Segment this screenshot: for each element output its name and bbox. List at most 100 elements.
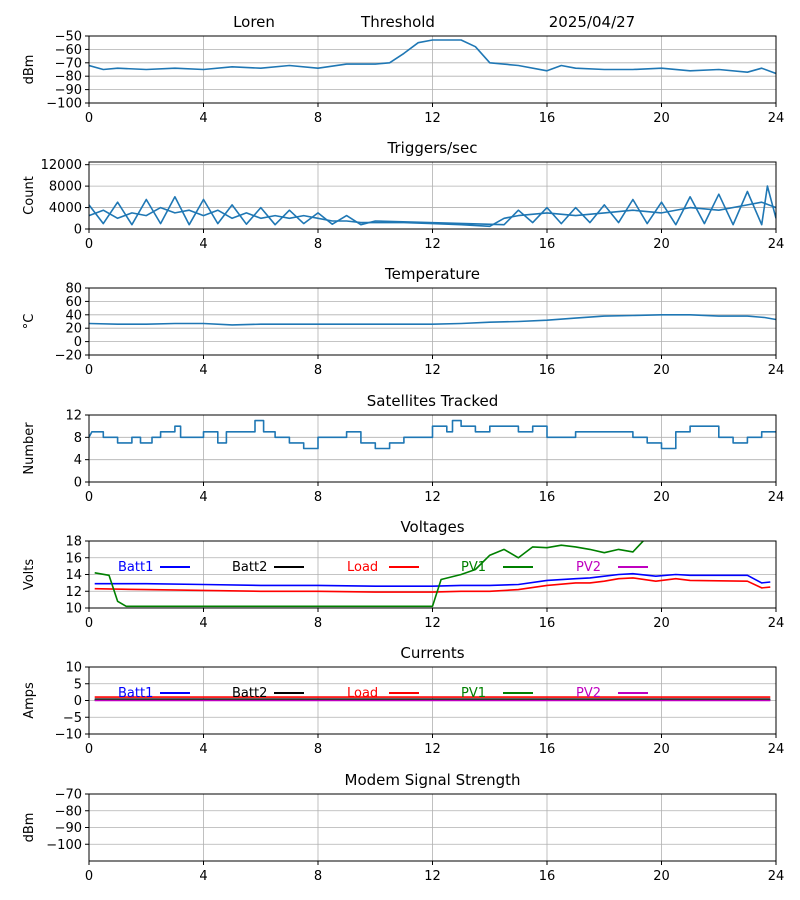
y-tick-label: −60 (55, 43, 82, 58)
y-tick-label: −50 (55, 30, 82, 45)
x-tick-label: 24 (768, 111, 785, 126)
series-line-0 (89, 201, 776, 228)
x-tick-label: 12 (424, 869, 441, 884)
series-line-0 (89, 314, 776, 326)
legend-label-pv2: PV2 (576, 686, 601, 701)
x-tick-label: 8 (314, 363, 322, 378)
x-tick-label: 16 (539, 363, 556, 378)
x-tick-label: 20 (653, 111, 670, 126)
series-line-0 (89, 419, 776, 450)
x-tick-label: 4 (199, 616, 207, 631)
series-group (94, 696, 771, 702)
y-tick-label: −100 (46, 838, 82, 853)
panel-triggers: 0 4 8 12 16 20 24 0 4000 8000 12000 Triggers/sec Cou… (22, 139, 784, 252)
chart-title: Currents (400, 644, 464, 662)
x-tick-label: 8 (314, 742, 322, 757)
y-axis-label: Amps (22, 682, 37, 719)
series-line-load (94, 577, 771, 593)
legend-label-load: Load (347, 560, 378, 575)
x-tick-label: 12 (424, 237, 441, 252)
x-tick-label: 24 (768, 490, 785, 505)
y-tick-label: −70 (55, 56, 82, 71)
legend-label-pv1: PV1 (461, 686, 486, 701)
series-line-0 (89, 39, 776, 75)
x-tick-label: 20 (653, 869, 670, 884)
y-tick-label: 4 (74, 453, 82, 468)
y-axis-label: °C (22, 314, 37, 330)
header-station: Loren (233, 13, 275, 31)
x-tick-label: 16 (539, 869, 556, 884)
y-tick-label: 10 (65, 661, 82, 676)
chart-title: Voltages (400, 518, 464, 536)
x-tick-label: 12 (424, 363, 441, 378)
x-tick-label: 8 (314, 111, 322, 126)
y-tick-label: −10 (55, 728, 82, 743)
panel-satellites: 0 4 8 12 16 20 24 0 4 8 12 Satellites Tracked Number (22, 392, 784, 505)
panel-threshold: 0 4 8 12 16 20 24 −100−90−80−70−60−50 dBm (22, 30, 784, 127)
y-tick-label: 60 (65, 295, 82, 310)
legend-label-batt2: Batt2 (232, 560, 267, 575)
y-tick-label: 8 (74, 431, 82, 446)
y-tick-label: 0 (74, 694, 82, 709)
legend-label-load: Load (347, 686, 378, 701)
x-tick-label: 24 (768, 616, 785, 631)
x-tick-label: 20 (653, 490, 670, 505)
x-tick-label: 24 (768, 869, 785, 884)
y-axis-label: dBm (22, 55, 37, 85)
x-tick-label: 0 (85, 616, 93, 631)
x-tick-label: 0 (85, 490, 93, 505)
x-tick-label: 24 (768, 237, 785, 252)
x-tick-label: 8 (314, 237, 322, 252)
y-tick-label: −80 (55, 804, 82, 819)
y-tick-label: 18 (65, 535, 82, 550)
y-tick-label: −5 (63, 711, 82, 726)
legend-label-pv1: PV1 (461, 560, 486, 575)
x-tick-label: 20 (653, 742, 670, 757)
y-tick-label: 0 (74, 335, 82, 350)
legend: Batt1 Batt2 Load PV1 PV2 (118, 560, 648, 575)
series-group (94, 541, 771, 608)
y-tick-label: −90 (55, 83, 82, 98)
y-tick-label: 12 (65, 585, 82, 600)
y-axis-label: Number (22, 422, 37, 475)
y-tick-label: 8000 (49, 180, 82, 195)
x-tick-label: 12 (424, 490, 441, 505)
y-axis-label: Volts (22, 559, 37, 591)
y-tick-label: 5 (74, 677, 82, 692)
header-mode: Threshold (360, 13, 435, 31)
series-line-pv1 (94, 541, 645, 608)
y-tick-label: −90 (55, 821, 82, 836)
x-tick-label: 4 (199, 237, 207, 252)
x-tick-label: 12 (424, 742, 441, 757)
y-tick-label: 0 (74, 223, 82, 238)
series-group (89, 314, 776, 326)
y-tick-label: 4000 (49, 201, 82, 216)
x-tick-label: 0 (85, 237, 93, 252)
y-axis-label: dBm (22, 813, 37, 843)
y-tick-label: −20 (55, 349, 82, 364)
panel-modem: 0 4 8 12 16 20 24 −100 −90 −80−70 Modem Signal Str… (22, 771, 784, 884)
series-group (89, 39, 776, 75)
y-tick-label: 40 (65, 308, 82, 323)
x-tick-label: 0 (85, 869, 93, 884)
x-tick-label: 20 (653, 237, 670, 252)
y-tick-label: 20 (65, 322, 82, 337)
y-tick-label: 80 (65, 282, 82, 297)
x-tick-label: 8 (314, 490, 322, 505)
series-line-batt1 (94, 572, 771, 587)
x-tick-label: 16 (539, 490, 556, 505)
x-tick-label: 16 (539, 616, 556, 631)
series-group (89, 419, 776, 450)
x-tick-label: 4 (199, 363, 207, 378)
x-tick-label: 4 (199, 111, 207, 126)
x-tick-label: 4 (199, 742, 207, 757)
x-tick-label: 4 (199, 869, 207, 884)
legend-label-pv2: PV2 (576, 560, 601, 575)
y-axis-label: Count (22, 176, 37, 215)
y-tick-label: 12 (65, 409, 82, 424)
